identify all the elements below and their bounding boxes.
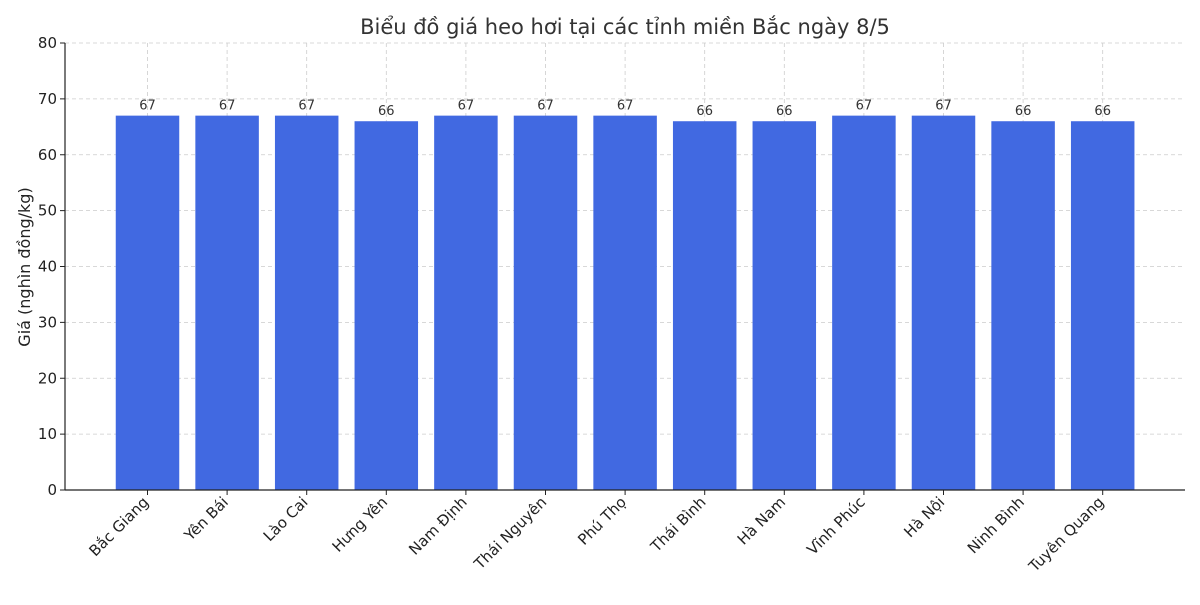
bar-value-label: 66 [776,104,793,119]
bar-value-label: 67 [219,99,236,114]
x-tick-label: Hà Nội [900,493,948,541]
bar [752,121,817,490]
bar [195,115,259,490]
bar-value-label: 66 [1015,104,1032,119]
x-tick-label: Lào Cai [260,493,312,545]
bar-value-label: 66 [378,104,395,119]
x-tick-label: Ninh Bình [964,493,1028,557]
bar-value-label: 67 [458,99,475,114]
bar-value-label: 67 [139,99,156,114]
bar [274,115,339,490]
x-tick-label: Phú Thọ [574,493,630,549]
y-axis-label: Giá (nghìn đồng/kg) [15,187,34,346]
y-tick-label: 70 [38,90,57,108]
bar [991,121,1055,490]
bar [911,115,976,490]
bar-value-label: 67 [298,99,315,114]
x-tick-label: Vĩnh Phúc [803,493,868,558]
x-tick-label: Bắc Giang [85,493,152,560]
y-tick-label: 60 [38,146,57,164]
x-tick-label: Yên Bái [180,493,232,545]
bar [832,115,896,490]
bar-value-label: 67 [537,99,554,114]
y-tick-label: 30 [38,313,57,331]
bars [115,115,1135,490]
x-tick-label: Tuyên Quang [1025,493,1108,576]
bar [1070,121,1135,490]
y-tick-label: 0 [47,481,57,499]
y-tick-label: 80 [38,34,57,52]
y-tick-label: 40 [38,258,57,276]
bar-value-label: 67 [935,99,952,114]
chart-title: Biểu đồ giá heo hơi tại các tỉnh miền Bắ… [360,15,890,39]
bar [672,121,737,490]
x-tick-label: Thái Bình [646,493,709,556]
bar [593,115,657,490]
bar [513,115,578,490]
bar-value-label: 66 [1094,104,1111,119]
x-tick-label: Nam Định [405,493,470,558]
bar-value-label: 66 [696,104,713,119]
x-tick-label: Hà Nam [734,493,789,548]
x-tick-label: Thái Nguyên [470,493,550,573]
y-tick-label: 50 [38,202,57,220]
bar [115,115,180,490]
bar [354,121,419,490]
bar [434,115,498,490]
bar-value-label: 67 [617,99,634,114]
y-tick-label: 10 [38,425,57,443]
axes [60,42,1185,495]
x-tick-label: Hưng Yên [329,493,392,556]
bar-value-label: 67 [856,99,873,114]
y-tick-label: 20 [38,369,57,387]
